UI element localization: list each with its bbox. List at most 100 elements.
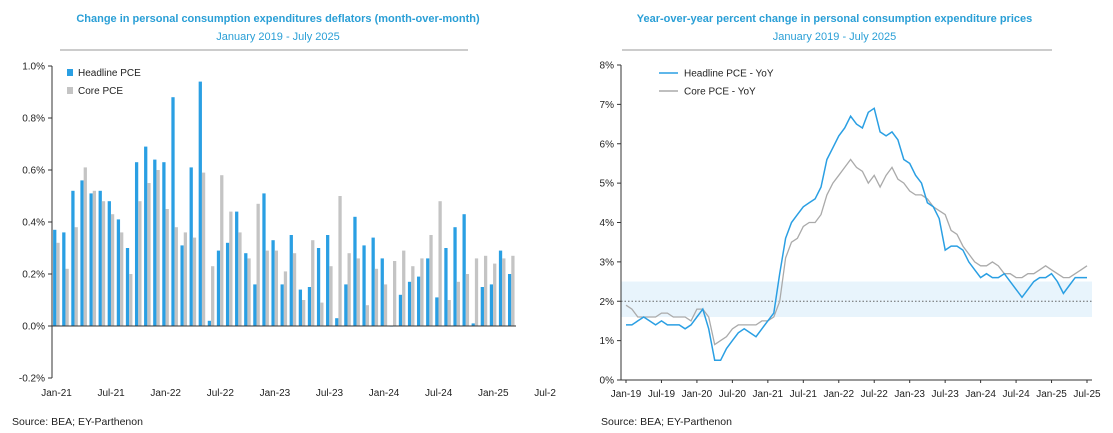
headline-pce-bar [426, 258, 430, 326]
yoy-chart-source: Source: BEA; EY-Parthenon [601, 416, 732, 428]
core-pce-bar [238, 232, 242, 326]
headline-pce-bar [498, 250, 503, 326]
x-tick-label: Jan-21 [41, 388, 72, 399]
legend-swatch [67, 87, 73, 94]
y-tick-label: 0.8% [22, 114, 45, 125]
core-pce-bar [120, 232, 124, 326]
mom-chart-svg: -0.2% 0.0% 0.2% 0.4% 0.6% 0.8% 1.0% Jan-21 Jul-2… [19, 49, 556, 399]
core-pce-bar [311, 240, 315, 326]
y-tick-label: 8% [600, 61, 615, 72]
x-tick-label: Jul-23 [932, 389, 960, 400]
y-tick-label: 3% [600, 257, 615, 268]
core-pce-bar [165, 209, 169, 326]
y-tick-label: 5% [600, 179, 615, 190]
core-pce-bar [356, 258, 360, 326]
core-pce-bar [456, 281, 460, 326]
core-pce-bar [110, 214, 115, 326]
y-tick-label: 7% [600, 100, 615, 111]
headline-pce-bar [244, 253, 248, 326]
core-pce-bar [511, 255, 515, 326]
core-pce-bar [138, 201, 142, 326]
x-tick-label: Jan-23 [894, 389, 925, 400]
x-tick-label: Jan-21 [753, 389, 784, 400]
core-pce-bar [56, 242, 60, 326]
legend-label: Headline PCE - YoY [684, 69, 774, 80]
yoy-chart-subtitle: January 2019 - July 2025 [772, 31, 897, 43]
yoy-chart-svg: 0% 1% 2% 3% 4% 5% 6% 7% 8% Jan-19 Jul-19 Jan-20 Jul-… [600, 49, 1101, 400]
y-tick-label: 0.2% [22, 270, 45, 281]
core-pce-bar [483, 255, 488, 326]
core-pce-bar [447, 300, 451, 326]
headline-pce-bar [62, 232, 66, 326]
mom-chart-title: Change in personal consumption expenditu… [76, 13, 480, 25]
headline-pce-bar [207, 320, 212, 326]
legend-label: Core PCE - YoY [684, 87, 756, 98]
headline-pce-bar [453, 227, 457, 326]
core-pce-bar [247, 258, 251, 326]
x-tick-label: Jan-23 [260, 388, 291, 399]
core-pce-bar [329, 266, 333, 326]
headline-pce-bar [335, 318, 339, 326]
x-tick-label: Jan-22 [823, 389, 854, 400]
headline-pce-bar [444, 248, 448, 326]
x-tick-label: Jul-25 [534, 388, 556, 399]
core-pce-bar [129, 274, 133, 326]
core-pce-bar [411, 266, 415, 326]
core-pce-bar [465, 274, 470, 326]
core-pce-bar [74, 227, 78, 326]
x-tick-label: Jan-19 [611, 389, 642, 400]
x-tick-label: Jul-19 [648, 389, 676, 400]
x-tick-label: Jul-20 [719, 389, 747, 400]
core-pce-bar [211, 266, 215, 326]
x-tick-label: Jan-24 [369, 388, 400, 399]
core-pce-bar [292, 253, 297, 326]
x-tick-label: Jul-24 [1002, 389, 1030, 400]
y-tick-label: 2% [600, 297, 615, 308]
headline-pce-bar [371, 237, 375, 326]
core-pce-bar [420, 258, 424, 326]
core-pce-bar [283, 271, 288, 326]
mom-chart-source: Source: BEA; EY-Parthenon [12, 416, 143, 428]
x-tick-label: Jan-24 [965, 389, 996, 400]
headline-pce-bar [480, 287, 484, 326]
core-pce-bar [302, 300, 306, 326]
headline-pce-bar [71, 190, 75, 326]
headline-pce-bar [162, 162, 166, 326]
headline-pce-bar [225, 242, 230, 326]
y-tick-label: 1.0% [22, 62, 45, 73]
headline-pce-yoy-line [626, 107, 1087, 362]
headline-pce-bar [489, 284, 494, 326]
headline-pce-bar [462, 214, 466, 326]
target-band [621, 281, 1092, 317]
x-tick-label: Jan-25 [478, 388, 509, 399]
x-tick-label: Jul-21 [98, 388, 126, 399]
core-pce-bar [83, 167, 87, 326]
headline-pce-bar [271, 240, 275, 326]
headline-pce-bar [253, 284, 257, 326]
headline-pce-bar [198, 81, 202, 326]
headline-pce-bar [189, 167, 193, 326]
core-pce-bar [256, 203, 260, 326]
core-pce-bar [156, 170, 160, 326]
x-tick-label: Jul-25 [1073, 389, 1101, 400]
mom-chart-panel: Change in personal consumption expenditu… [0, 0, 556, 433]
core-pce-bar [147, 183, 151, 326]
y-tick-label: 0.6% [22, 166, 45, 177]
headline-pce-bar [380, 258, 384, 326]
x-tick-label: Jul-24 [425, 388, 453, 399]
core-pce-bar [365, 305, 369, 326]
core-pce-bar [438, 201, 442, 326]
core-pce-bar [274, 250, 278, 326]
headline-pce-bar [417, 276, 421, 326]
core-pce-bar [374, 268, 379, 326]
core-pce-bar [265, 250, 269, 326]
y-tick-label: 1% [600, 336, 615, 347]
core-pce-bar [402, 250, 406, 326]
headline-pce-bar [362, 245, 366, 326]
headline-pce-bar [307, 287, 312, 326]
core-pce-bar [474, 258, 479, 326]
core-pce-bar [493, 263, 497, 326]
x-tick-label: Jan-25 [1036, 389, 1067, 400]
y-tick-label: 0% [600, 376, 615, 387]
mom-chart-subtitle: January 2019 - July 2025 [216, 31, 340, 43]
